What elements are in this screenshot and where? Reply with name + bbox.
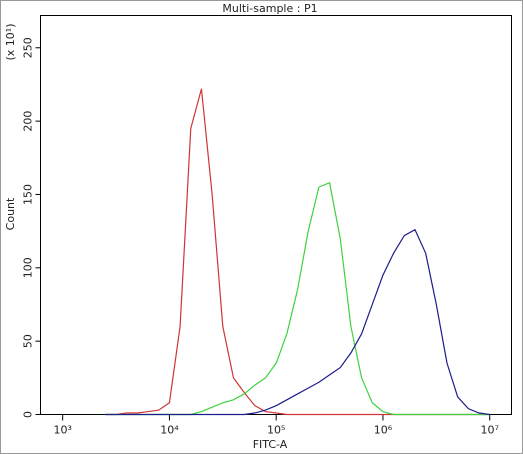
y-tick-label: 0 — [22, 411, 35, 418]
y-unit-label: (x 10¹) — [4, 24, 17, 61]
x-tick-label: 10³ — [53, 424, 71, 437]
y-tick-label: 200 — [22, 111, 35, 132]
x-tick-label: 10⁶ — [374, 424, 393, 437]
histogram-line — [105, 228, 490, 416]
y-tick-label: 100 — [22, 257, 35, 278]
x-tick-label: 10⁷ — [480, 424, 498, 437]
y-axis-label: Count — [4, 197, 17, 230]
y-tick-label: 50 — [22, 334, 35, 348]
y-tick-label: 150 — [22, 184, 35, 205]
x-tick-label: 10⁴ — [160, 424, 179, 437]
y-tick-label: 250 — [22, 37, 35, 58]
x-axis-label: FITC-A — [253, 438, 288, 451]
chart-title: Multi-sample : P1 — [222, 2, 317, 15]
x-tick-label: 10⁵ — [267, 424, 285, 437]
